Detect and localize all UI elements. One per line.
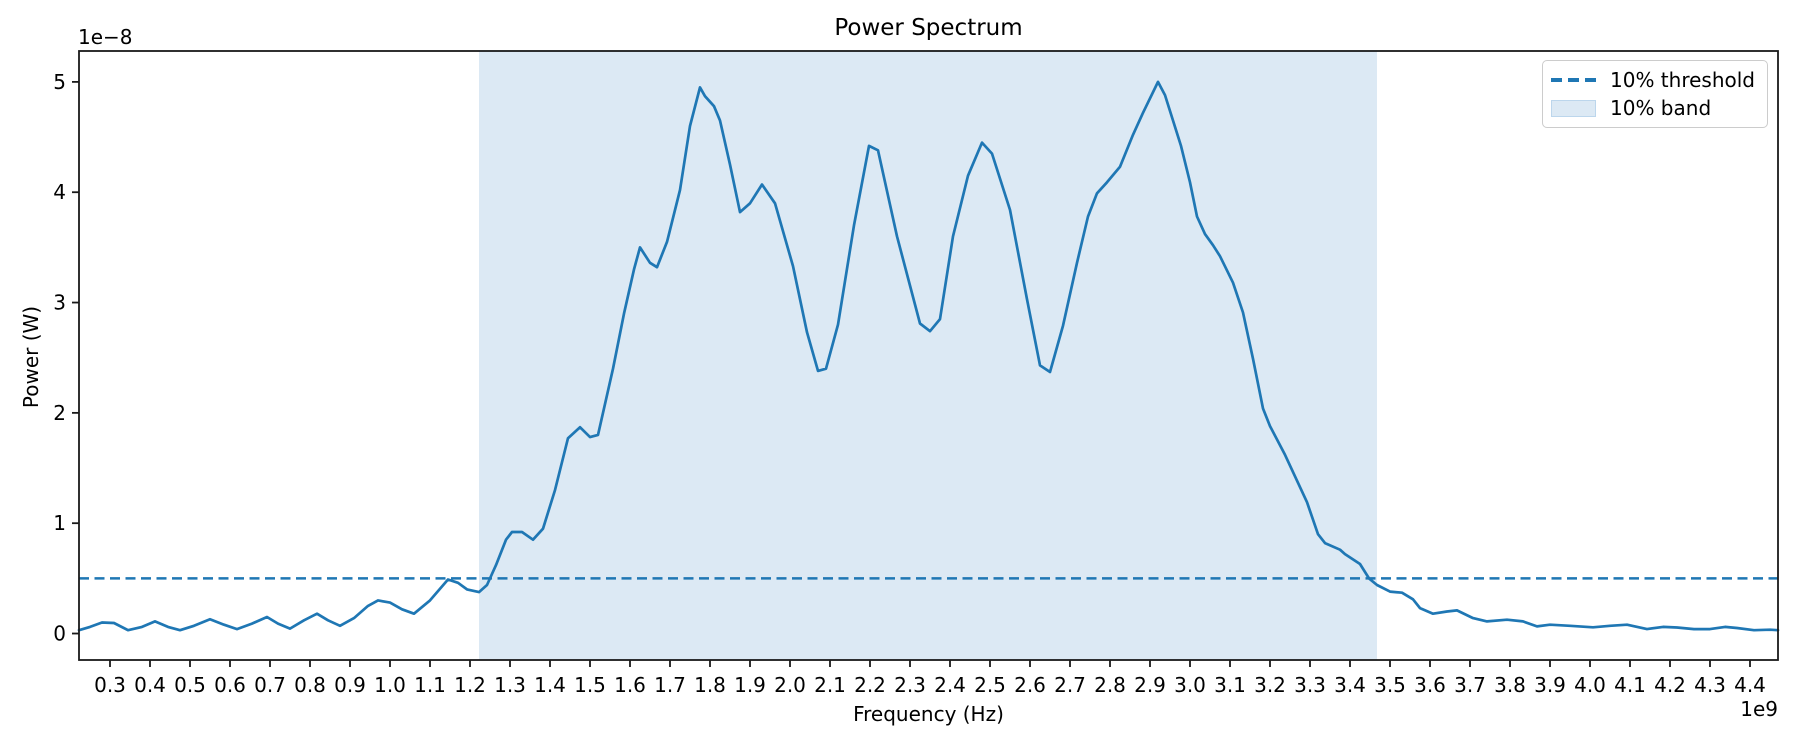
x-tick-label: 1.8 [694,673,726,697]
x-tick-label: 4.0 [1574,673,1606,697]
x-tick-label: 2.2 [854,673,886,697]
x-tick-label: 3.6 [1414,673,1446,697]
y-axis-label: Power (W) [19,305,43,409]
x-tick-label: 1.9 [734,673,766,697]
x-tick-label: 1.4 [534,673,566,697]
dashed-line-swatch-icon [1551,78,1596,82]
x-tick-label: 4.3 [1694,673,1726,697]
y-tick-label: 0 [53,622,66,646]
x-tick-label: 2.3 [894,673,926,697]
x-tick-label: 3.1 [1214,673,1246,697]
y-tick-label: 5 [53,70,66,94]
axes-spines [78,50,1779,661]
x-tick-label: 0.3 [94,673,126,697]
x-tick-label: 1.3 [494,673,526,697]
x-tick-label: 3.5 [1374,673,1406,697]
y-tick-label: 1 [53,511,66,535]
x-axis-label: Frequency (Hz) [853,702,1004,726]
x-tick-label: 4.4 [1734,673,1766,697]
x-tick-label: 3.0 [1174,673,1206,697]
x-tick-label: 0.5 [174,673,206,697]
x-tick-label: 2.4 [934,673,966,697]
x-tick-label: 2.7 [1054,673,1086,697]
threshold-band-region [479,51,1377,660]
x-tick-label: 1.0 [374,673,406,697]
x-tick-label: 0.4 [134,673,166,697]
y-tick-label: 2 [53,401,66,425]
x-tick-label: 4.1 [1614,673,1646,697]
y-tick-label: 4 [53,180,66,204]
x-tick-label: 4.2 [1654,673,1686,697]
x-tick-label: 0.6 [214,673,246,697]
x-tick-label: 3.4 [1334,673,1366,697]
x-tick-label: 1.2 [454,673,486,697]
legend-item-band: 10% band [1551,97,1759,119]
chart-title: Power Spectrum [834,15,1023,41]
y-tick-label: 3 [53,291,66,315]
legend-label-band: 10% band [1610,96,1712,120]
x-tick-label: 2.1 [814,673,846,697]
x-tick-label: 2.0 [774,673,806,697]
spectrum-line [77,80,1780,632]
x-tick-label: 3.9 [1534,673,1566,697]
legend: 10% threshold 10% band [1542,60,1768,128]
x-tick-label: 0.8 [294,673,326,697]
x-tick-label: 0.7 [254,673,286,697]
x-tick-label: 1.7 [654,673,686,697]
x-tick-label: 2.5 [974,673,1006,697]
x-tick-label: 3.3 [1294,673,1326,697]
y-axis-offset-label: 1e−8 [78,25,133,49]
x-tick-label: 3.7 [1454,673,1486,697]
x-tick-label: 0.9 [334,673,366,697]
x-tick-label: 1.6 [614,673,646,697]
x-tick-label: 3.8 [1494,673,1526,697]
x-tick-label: 2.9 [1134,673,1166,697]
x-tick-label: 2.6 [1014,673,1046,697]
x-axis-offset-label: 1e9 [1740,697,1778,721]
x-tick-label: 3.2 [1254,673,1286,697]
x-tick-label: 2.8 [1094,673,1126,697]
x-tick-label: 1.1 [414,673,446,697]
x-tick-label: 1.5 [574,673,606,697]
band-swatch-icon [1551,99,1596,117]
legend-item-threshold: 10% threshold [1551,69,1759,91]
legend-label-threshold: 10% threshold [1610,68,1755,92]
